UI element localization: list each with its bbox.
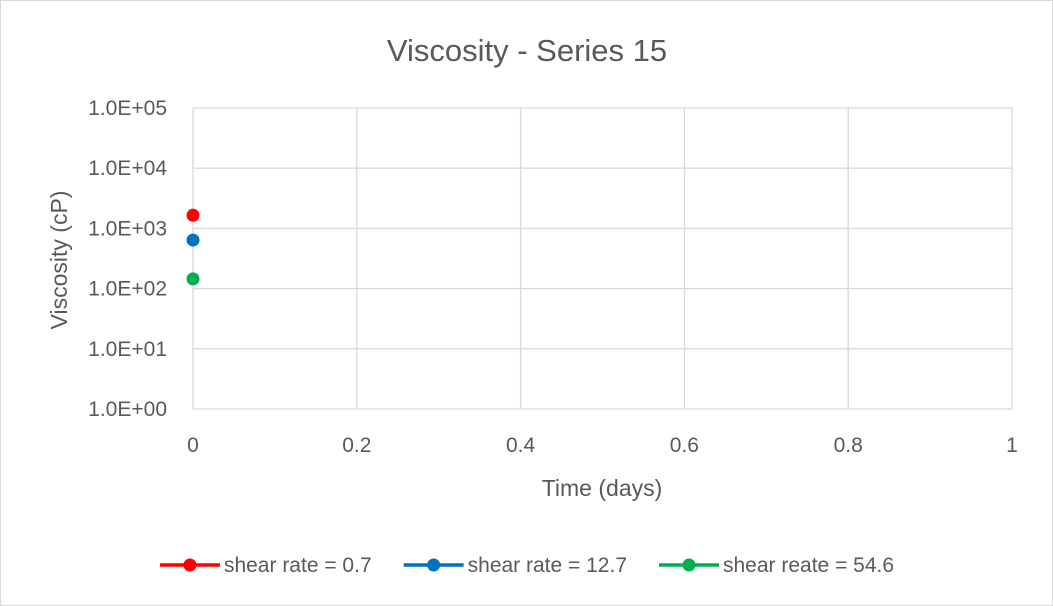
y-tick-label: 1.0E+04 <box>88 157 167 180</box>
legend-entry: shear reate = 54.6 <box>659 554 894 577</box>
y-axis-title: Viscosity (cP) <box>46 191 72 330</box>
data-point <box>186 272 200 286</box>
legend: shear rate = 0.7 shear rate = 12.7 shear r… <box>159 554 894 577</box>
y-axis-ticks: 1.0E+00 1.0E+01 1.0E+02 1.0E+03 1.0E+04 1.0E+… <box>88 97 167 421</box>
data-point <box>186 208 200 222</box>
x-tick-label: 1 <box>1006 434 1018 457</box>
y-tick-label: 1.0E+01 <box>88 338 167 361</box>
y-tick-label: 1.0E+00 <box>88 398 167 421</box>
legend-marker <box>183 558 197 572</box>
y-tick-label: 1.0E+02 <box>88 278 167 301</box>
legend-marker <box>427 558 441 572</box>
legend-label: shear rate = 0.7 <box>224 554 372 577</box>
y-tick-label: 1.0E+05 <box>88 97 167 120</box>
legend-label: shear rate = 12.7 <box>468 554 627 577</box>
grid <box>192 107 1013 410</box>
x-tick-label: 0.8 <box>834 434 863 457</box>
x-axis-ticks: 0 0.2 0.4 0.6 0.8 1 <box>187 434 1018 457</box>
data-points <box>186 208 200 286</box>
x-tick-label: 0.4 <box>506 434 536 457</box>
y-tick-label: 1.0E+03 <box>88 217 167 240</box>
legend-marker <box>682 558 696 572</box>
data-point <box>186 233 200 247</box>
x-axis-title: Time (days) <box>542 475 663 501</box>
x-tick-label: 0.6 <box>670 434 699 457</box>
x-tick-label: 0.2 <box>342 434 371 457</box>
legend-entry: shear rate = 0.7 <box>159 554 372 577</box>
legend-entry: shear rate = 12.7 <box>403 554 627 577</box>
legend-label: shear reate = 54.6 <box>723 554 894 577</box>
x-tick-label: 0 <box>187 434 199 457</box>
chart-title: Viscosity - Series 15 <box>387 33 667 68</box>
